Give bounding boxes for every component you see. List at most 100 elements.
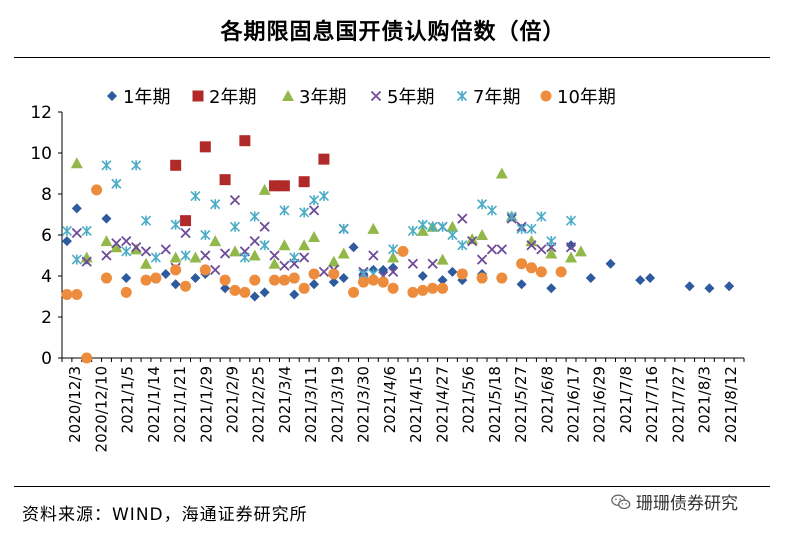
data-point <box>268 257 281 269</box>
y-tick-label: 2 <box>41 308 52 328</box>
data-point <box>131 160 142 171</box>
data-point <box>427 221 438 232</box>
data-point <box>269 274 281 286</box>
data-point <box>278 180 290 192</box>
data-point <box>467 236 478 247</box>
series-3 <box>70 157 587 269</box>
data-point <box>229 221 241 232</box>
data-point <box>387 266 399 278</box>
data-point <box>308 231 321 243</box>
legend-marker <box>192 90 204 102</box>
data-point <box>298 239 311 251</box>
data-point <box>81 256 92 267</box>
data-point <box>200 229 211 241</box>
data-point <box>516 279 527 290</box>
data-point <box>377 276 389 288</box>
y-tick-label: 0 <box>41 349 52 369</box>
data-point <box>357 276 369 288</box>
data-point <box>338 273 349 284</box>
x-tick-label: 2021/6/29 <box>591 366 609 443</box>
data-point <box>210 199 221 210</box>
data-point <box>427 258 438 269</box>
x-tick-label: 2021/1/29 <box>197 366 215 443</box>
data-point <box>318 153 330 165</box>
legend-label: 3年期 <box>299 87 346 108</box>
data-point <box>437 221 448 232</box>
data-point <box>160 244 171 255</box>
data-point <box>506 211 517 222</box>
data-point <box>121 246 132 257</box>
data-point <box>546 236 557 247</box>
data-point <box>318 266 330 278</box>
data-point <box>61 225 73 236</box>
data-point <box>407 225 418 236</box>
data-point <box>437 282 449 294</box>
data-point <box>308 268 320 280</box>
y-tick-label: 12 <box>30 103 52 123</box>
data-point <box>348 242 359 253</box>
data-point <box>239 286 251 298</box>
data-point <box>170 159 182 171</box>
data-point <box>338 223 349 234</box>
data-point <box>496 272 508 284</box>
data-point <box>565 242 577 253</box>
data-point <box>170 264 182 276</box>
x-tick-label: 2021/3/30 <box>355 366 373 443</box>
data-point <box>367 222 380 234</box>
legend-label: 5年期 <box>387 87 434 108</box>
data-point <box>457 240 468 251</box>
data-point <box>486 244 498 255</box>
data-point <box>121 273 132 284</box>
x-tick-label: 2021/1/14 <box>145 366 163 443</box>
data-point <box>258 183 271 195</box>
data-point <box>427 282 439 294</box>
legend-label: 2年期 <box>209 87 256 108</box>
x-tick-label: 2021/3/19 <box>328 366 346 443</box>
data-point <box>446 220 459 232</box>
data-point <box>387 251 400 263</box>
brand-watermark: 珊珊债券研究 <box>610 489 738 514</box>
data-point <box>71 288 83 300</box>
data-point <box>120 286 132 298</box>
data-point <box>496 244 507 255</box>
data-point <box>466 233 479 245</box>
series-4 <box>71 195 577 282</box>
data-point <box>249 274 261 286</box>
data-point <box>348 286 360 298</box>
data-point <box>239 252 250 263</box>
data-point <box>259 240 270 251</box>
x-tick-label: 2021/2/25 <box>250 366 268 443</box>
data-point <box>289 252 300 263</box>
data-point <box>318 190 329 202</box>
data-point <box>111 178 122 189</box>
data-point <box>249 291 260 302</box>
data-point <box>535 266 547 278</box>
x-tick-label: 2021/2/9 <box>224 366 242 433</box>
data-point <box>417 219 428 230</box>
data-point <box>298 176 310 188</box>
data-point <box>387 282 399 294</box>
data-point <box>417 284 429 296</box>
data-point <box>308 195 320 206</box>
data-point <box>574 245 587 257</box>
data-point <box>170 219 181 230</box>
data-point <box>259 221 270 232</box>
y-tick-label: 8 <box>41 185 52 205</box>
x-tick-label: 2021/5/27 <box>512 366 530 443</box>
data-point <box>61 236 72 247</box>
data-point <box>447 229 458 241</box>
x-tick-label: 2020/12/10 <box>92 366 110 452</box>
data-point <box>180 280 192 292</box>
legend-marker <box>370 90 382 102</box>
legend-label: 10年期 <box>557 87 616 108</box>
data-point <box>110 241 123 253</box>
data-point <box>71 254 82 265</box>
data-point <box>189 251 202 263</box>
data-point <box>249 236 260 247</box>
data-point <box>585 273 596 284</box>
x-tick-label: 2021/4/15 <box>407 366 425 443</box>
data-point <box>536 211 547 222</box>
data-point <box>199 264 211 276</box>
scatter-chart: 0 2 4 6 8 10 12 2020/12/3 2020/12/10 2021/1/5 2021… <box>30 87 745 452</box>
x-tick-label: 2021/6/8 <box>538 366 556 433</box>
